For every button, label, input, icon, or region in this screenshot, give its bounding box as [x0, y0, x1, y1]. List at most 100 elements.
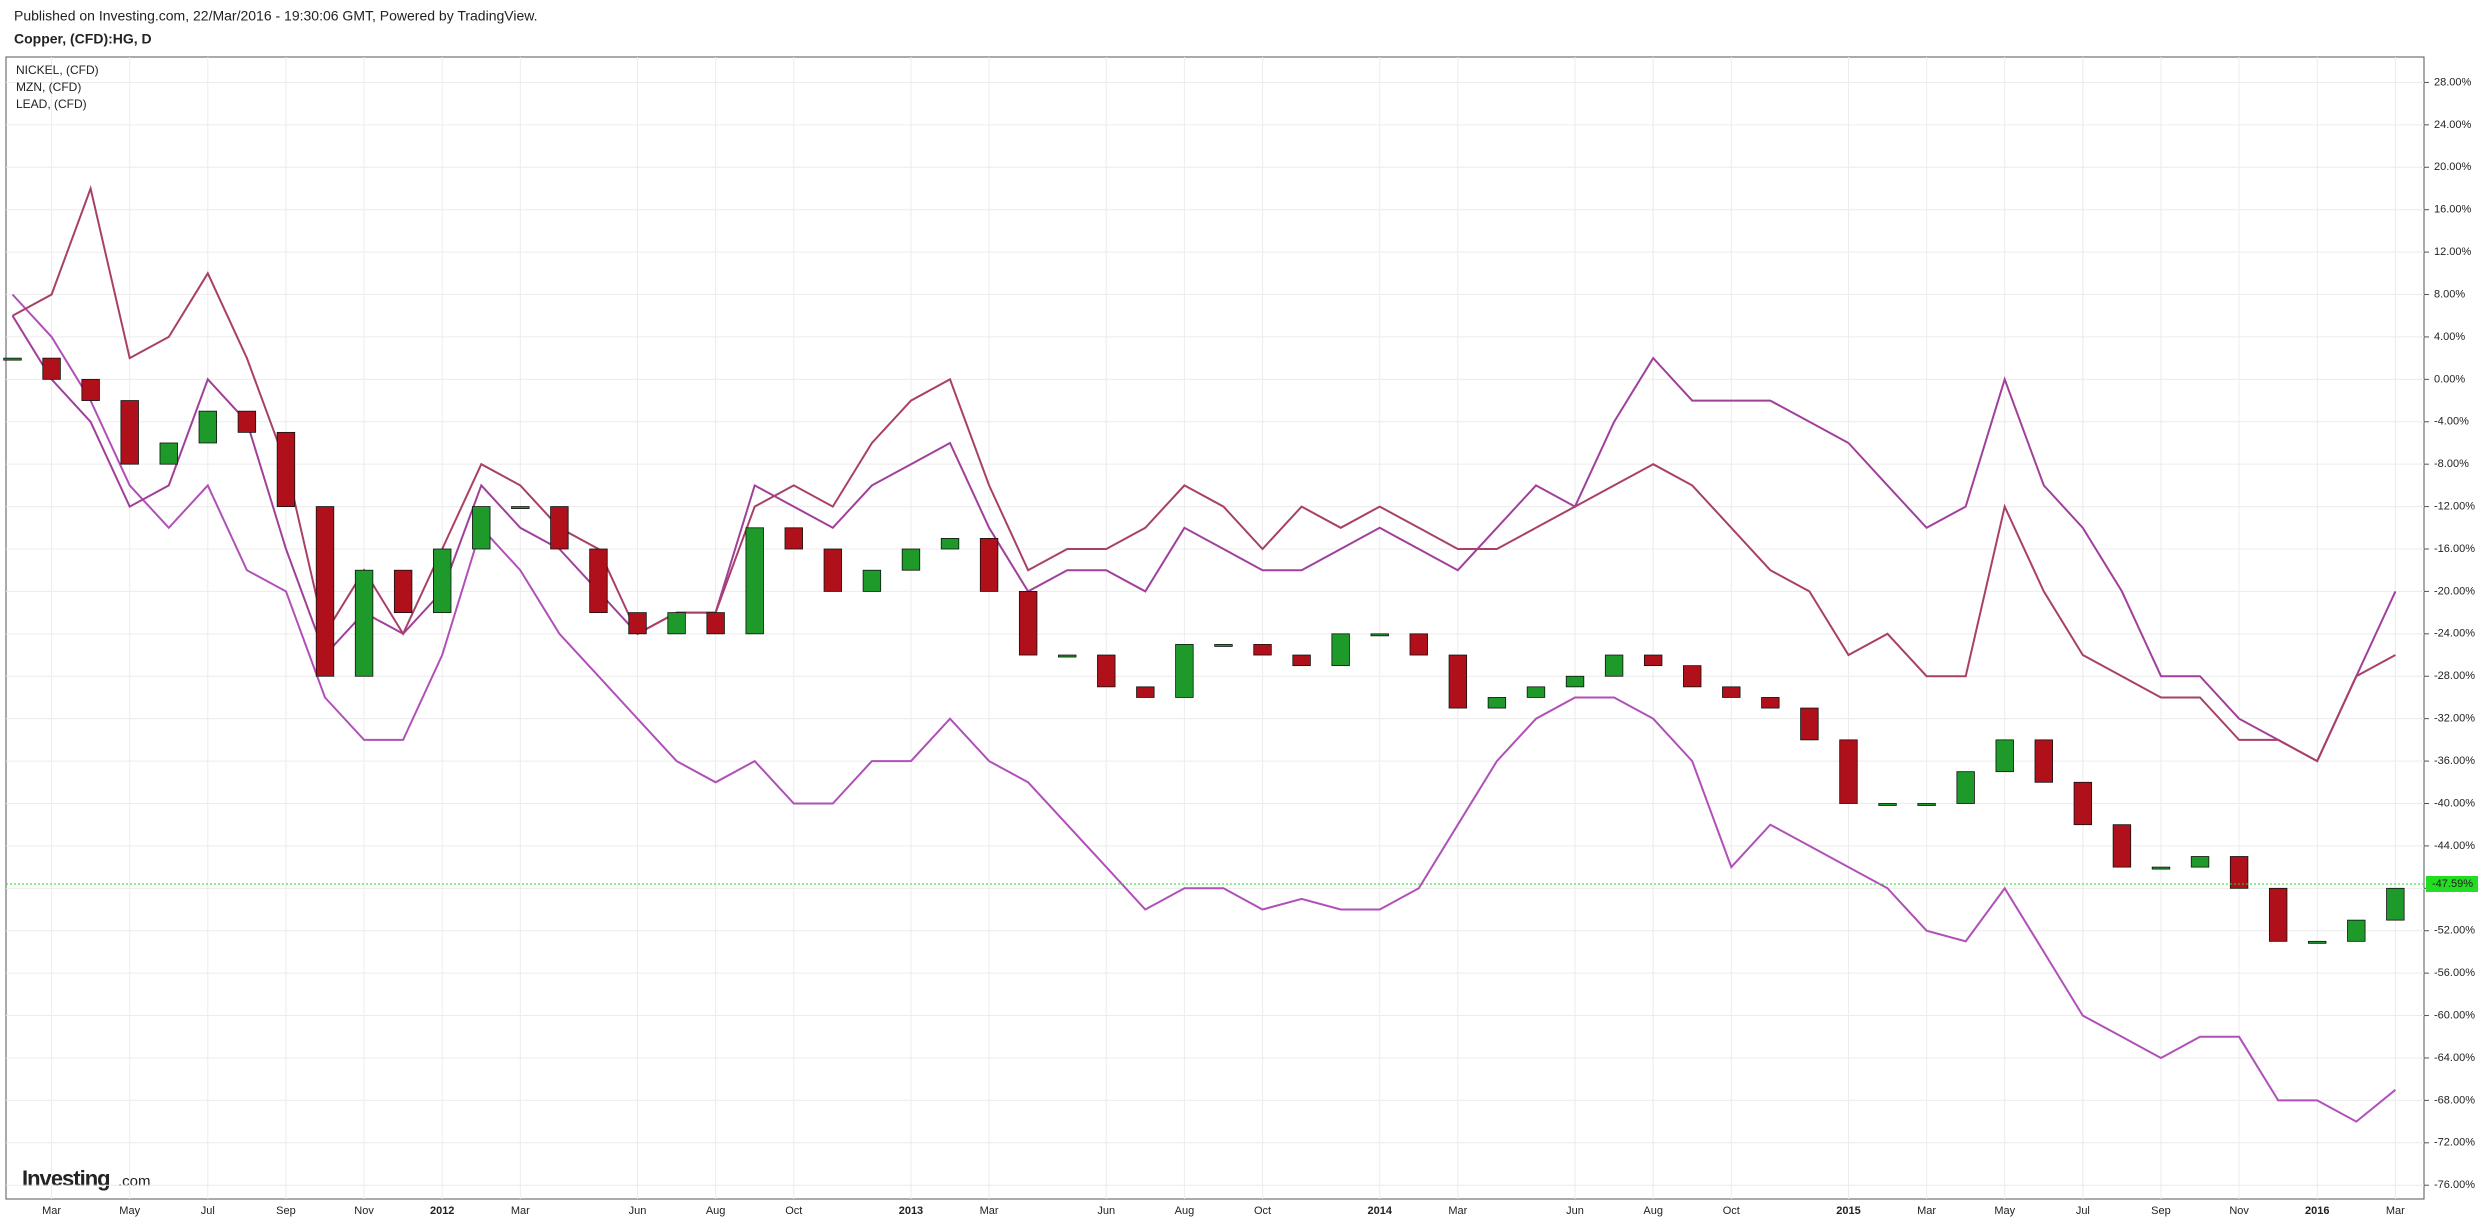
y-tick-label: -76.00% — [2434, 1179, 2475, 1191]
candle-body — [901, 548, 921, 571]
y-tick-label: 24.00% — [2434, 119, 2472, 131]
y-tick-label: -72.00% — [2434, 1137, 2475, 1149]
y-tick-label: -52.00% — [2434, 925, 2475, 937]
x-tick-label: Sep — [276, 1205, 296, 1217]
candle-body — [2347, 919, 2366, 942]
x-tick-label: Mar — [1448, 1205, 1467, 1217]
candle-body — [1995, 739, 2014, 773]
candle-body — [81, 378, 100, 401]
candle-body — [1917, 803, 1936, 806]
y-tick-label: 8.00% — [2434, 288, 2465, 300]
x-tick-label: May — [119, 1205, 140, 1217]
candle-body — [550, 506, 569, 550]
candle-body — [2308, 940, 2327, 944]
last-value-label: -47.59% — [2432, 878, 2473, 890]
candle-body — [1487, 697, 1507, 709]
y-tick-label: -24.00% — [2434, 628, 2475, 640]
candle-body — [2386, 887, 2405, 921]
candle-body — [1331, 633, 1350, 667]
legend-entry: NICKEL, (CFD) — [16, 63, 99, 77]
x-tick-label: Mar — [2386, 1205, 2405, 1217]
comparison-line — [11, 293, 2397, 1123]
x-tick-label: Mar — [42, 1205, 61, 1217]
candle-body — [159, 442, 178, 465]
y-tick-label: 12.00% — [2434, 246, 2472, 258]
candle-body — [2034, 739, 2053, 783]
candle-body — [1370, 633, 1389, 637]
candle-body — [940, 538, 960, 550]
candle-body — [1526, 686, 1546, 698]
x-tick-label: 2016 — [2305, 1205, 2329, 1217]
candle-body — [276, 431, 296, 507]
x-tick-label: Aug — [1175, 1205, 1195, 1217]
candle-body — [2112, 824, 2132, 868]
candle-body — [706, 612, 725, 635]
candle-body — [862, 569, 882, 592]
candle-body — [1800, 707, 1819, 741]
candle-body — [472, 506, 491, 550]
candle-body — [1175, 644, 1194, 698]
x-tick-label: Jul — [2076, 1205, 2090, 1217]
candle-body — [1058, 654, 1077, 658]
x-tick-label: May — [1994, 1205, 2015, 1217]
x-tick-label: Jun — [1097, 1205, 1115, 1217]
plot-frame — [5, 56, 2425, 1200]
candle-body — [1565, 675, 1585, 688]
candle-body — [393, 569, 413, 614]
y-tick-label: 4.00% — [2434, 331, 2465, 343]
candle-body — [1839, 739, 1858, 804]
candle-body — [823, 548, 843, 592]
x-tick-label: Jun — [1566, 1205, 1584, 1217]
candle-body — [1878, 803, 1897, 806]
candle-body — [1097, 654, 1116, 688]
y-tick-label: -44.00% — [2434, 840, 2475, 852]
y-tick-label: -28.00% — [2434, 670, 2475, 682]
candle-body — [2190, 856, 2210, 868]
y-tick-label: -32.00% — [2434, 713, 2475, 725]
candle-body — [1448, 654, 1468, 709]
candle-body — [1136, 686, 1155, 698]
y-tick-label: -16.00% — [2434, 543, 2475, 555]
x-tick-label: Oct — [785, 1205, 802, 1217]
candle-body — [2229, 856, 2249, 889]
candle-body — [1214, 644, 1233, 647]
x-tick-label: Mar — [1917, 1205, 1936, 1217]
y-tick-label: -36.00% — [2434, 755, 2475, 767]
x-tick-label: Nov — [354, 1205, 374, 1217]
candle-body — [315, 506, 335, 677]
candle-body — [1292, 654, 1311, 667]
candle-body — [2151, 866, 2171, 870]
candle-body — [511, 506, 530, 509]
y-tick-label: 28.00% — [2434, 76, 2472, 88]
y-tick-label: -20.00% — [2434, 585, 2475, 597]
candle-body — [1253, 644, 1272, 656]
x-tick-label: Aug — [706, 1205, 726, 1217]
candle-body — [784, 527, 803, 550]
last-value-tag — [2426, 875, 2478, 892]
chart-title: Copper, (CFD):HG, D — [14, 31, 152, 47]
x-tick-label: Jul — [201, 1205, 215, 1217]
x-tick-label: 2015 — [1836, 1205, 1860, 1217]
candle-body — [1409, 633, 1428, 656]
candle-body — [745, 527, 764, 635]
y-tick-label: 0.00% — [2434, 373, 2465, 385]
candle-body — [628, 612, 647, 635]
candle-body — [433, 548, 452, 614]
candle-body — [1643, 654, 1663, 667]
candle-body — [198, 410, 218, 444]
candle-body — [589, 548, 608, 614]
x-tick-label: Mar — [511, 1205, 530, 1217]
candle-body — [1604, 654, 1624, 677]
x-tick-label: Oct — [1254, 1205, 1271, 1217]
x-tick-label: Aug — [1643, 1205, 1663, 1217]
y-tick-label: -12.00% — [2434, 500, 2475, 512]
candle-body — [354, 569, 374, 677]
candle-body — [1018, 591, 1038, 656]
comparison-line — [12, 185, 2396, 763]
candle-body — [42, 357, 61, 380]
x-tick-label: Mar — [980, 1205, 999, 1217]
published-note: Published on Investing.com, 22/Mar/2016 … — [14, 8, 537, 24]
comparison-line — [11, 315, 2397, 763]
candle-body — [667, 612, 686, 635]
